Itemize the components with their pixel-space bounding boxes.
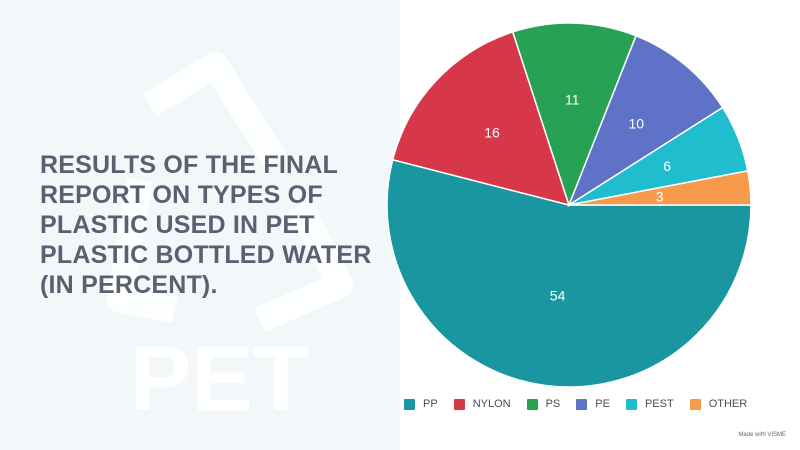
pie-slice-nylon — [391, 30, 571, 207]
slice-label-nylon: 16 — [484, 125, 500, 141]
page-title: RESULTS OF THE FINAL REPORT ON TYPES OF … — [40, 151, 372, 299]
legend-label: PE — [595, 398, 610, 410]
legend-swatch — [689, 398, 701, 410]
legend-swatch — [526, 398, 538, 410]
pie-slice-other — [568, 170, 752, 206]
legend-item-nylon: NYLON — [453, 398, 511, 410]
slice-label-other: 3 — [656, 188, 664, 204]
slice-label-ps: 11 — [565, 91, 580, 107]
legend-item-ps: PS — [526, 398, 561, 410]
pet-watermark: PET — [130, 328, 309, 430]
pie-slice-pe — [567, 34, 724, 207]
legend-label: PP — [423, 398, 438, 410]
legend-item-other: OTHER — [689, 398, 748, 410]
legend-label: OTHER — [708, 398, 748, 410]
credit-text: Made with VISME — [738, 432, 786, 438]
legend: PP NYLON PS PE PEST OTHER — [404, 396, 763, 412]
slice-label-pe: 10 — [628, 116, 644, 132]
pie-slice-ps — [511, 22, 637, 208]
pie-slice-pp — [386, 158, 752, 388]
legend-item-pest: PEST — [625, 398, 674, 410]
legend-label: PEST — [644, 398, 674, 410]
legend-swatch — [453, 398, 465, 410]
legend-label: PS — [545, 398, 561, 410]
legend-swatch — [625, 398, 637, 410]
slice-label-pest: 6 — [663, 158, 671, 174]
legend-item-pe: PE — [576, 398, 610, 410]
slice-label-pp: 54 — [550, 287, 566, 303]
legend-swatch — [404, 398, 415, 410]
legend-label: NYLON — [472, 398, 511, 410]
legend-swatch — [576, 398, 588, 410]
legend-item-pp: PP — [404, 398, 438, 410]
